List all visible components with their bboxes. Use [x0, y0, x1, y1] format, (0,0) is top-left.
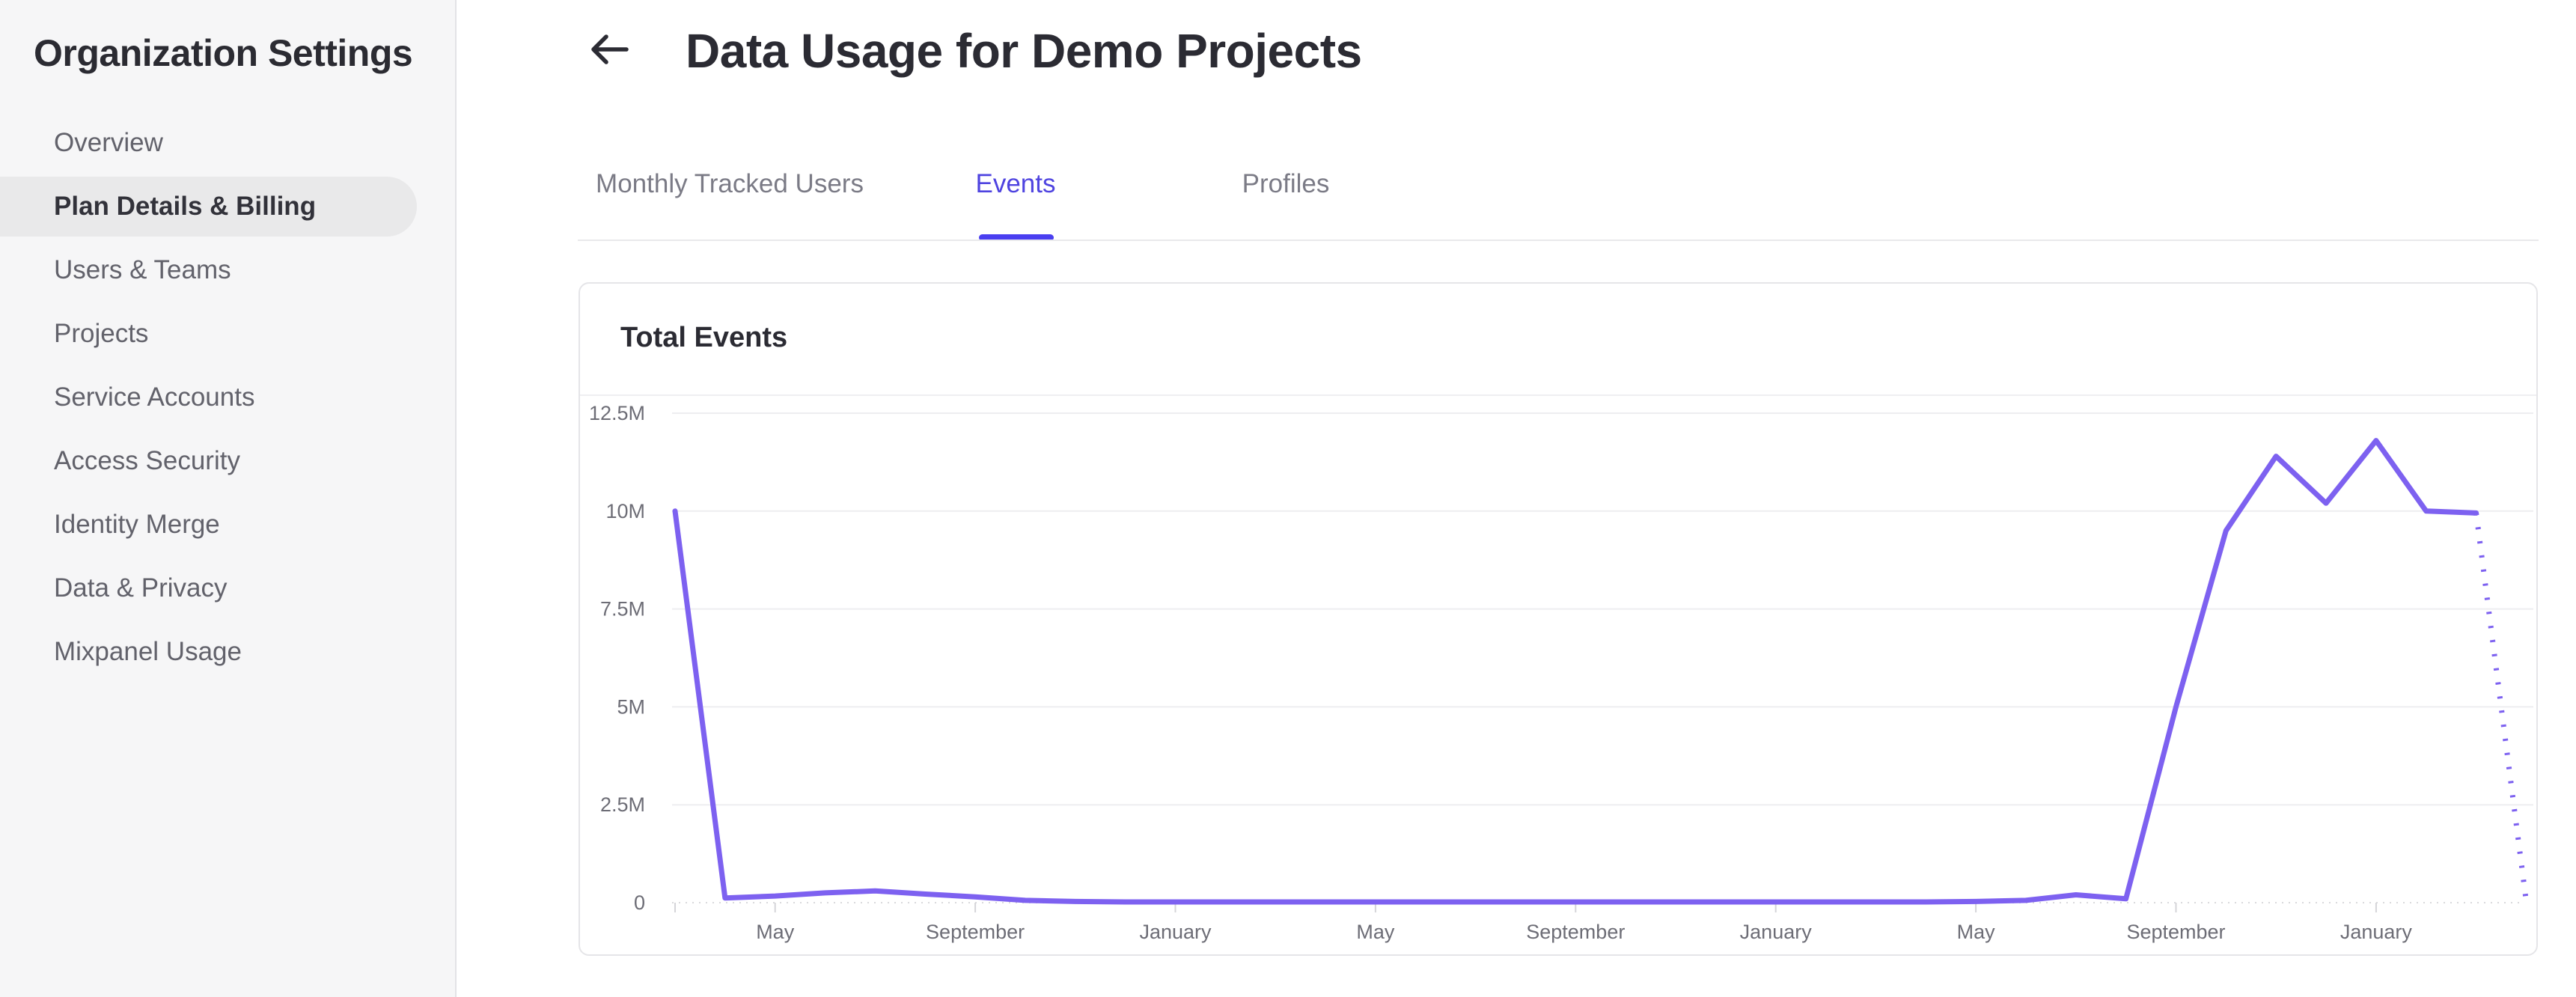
- chart-title: Total Events: [620, 322, 788, 353]
- x-axis-label: May: [1957, 921, 1996, 943]
- tab-profiles[interactable]: Profiles: [1242, 169, 1330, 198]
- x-axis-label: May: [756, 921, 795, 943]
- sidebar-item-plan-details-billing[interactable]: Plan Details & Billing: [0, 177, 417, 237]
- card-divider: [580, 394, 2536, 396]
- sidebar-item-projects[interactable]: Projects: [54, 319, 149, 348]
- sidebar-title: Organization Settings: [34, 32, 413, 74]
- sidebar-item-access-security[interactable]: Access Security: [54, 446, 240, 475]
- total-events-card: Total Events 12.5M 10M 7.5M 5M 2.5M 0 May Septe…: [579, 282, 2538, 956]
- x-axis-label: September: [926, 921, 1025, 943]
- x-axis-label: January: [2340, 921, 2413, 943]
- y-axis-label: 0: [634, 891, 645, 914]
- total-events-chart: 12.5M 10M 7.5M 5M 2.5M 0 May September January Ma…: [580, 396, 2536, 954]
- y-axis-label: 5M: [617, 695, 645, 718]
- x-axis-label: January: [1740, 921, 1813, 943]
- tab-monthly-tracked-users[interactable]: Monthly Tracked Users: [596, 169, 864, 198]
- sidebar-item-identity-merge[interactable]: Identity Merge: [54, 510, 220, 539]
- y-axis-label: 7.5M: [600, 598, 645, 621]
- events-line-chart-svg: 12.5M 10M 7.5M 5M 2.5M 0 May September January Ma…: [589, 402, 2533, 943]
- tab-events[interactable]: Events: [975, 169, 1056, 198]
- sidebar-item-mixpanel-usage[interactable]: Mixpanel Usage: [54, 637, 242, 666]
- settings-sidebar: Organization Settings Overview Plan Deta…: [0, 0, 457, 997]
- tabs-bottom-border: [578, 240, 2539, 241]
- x-axis-label: September: [2126, 921, 2225, 943]
- x-axis-label: January: [1139, 921, 1212, 943]
- page-title: Data Usage for Demo Projects: [686, 24, 1362, 78]
- x-axis-label: September: [1526, 921, 1625, 943]
- y-axis-label: 2.5M: [600, 793, 645, 816]
- back-button[interactable]: [590, 33, 629, 69]
- x-axis-label: May: [1356, 921, 1395, 943]
- sidebar-item-data-privacy[interactable]: Data & Privacy: [54, 573, 228, 603]
- y-axis-label: 12.5M: [589, 402, 645, 424]
- y-axis-label: 10M: [605, 500, 645, 522]
- sidebar-item-service-accounts[interactable]: Service Accounts: [54, 382, 255, 412]
- back-arrow-icon: [590, 33, 629, 70]
- sidebar-nav: Overview Plan Details & Billing Users & …: [0, 113, 457, 686]
- events-line: [672, 438, 2479, 905]
- active-tab-indicator: [979, 234, 1054, 241]
- sidebar-item-users-teams[interactable]: Users & Teams: [54, 255, 231, 284]
- sidebar-item-overview[interactable]: Overview: [54, 128, 163, 157]
